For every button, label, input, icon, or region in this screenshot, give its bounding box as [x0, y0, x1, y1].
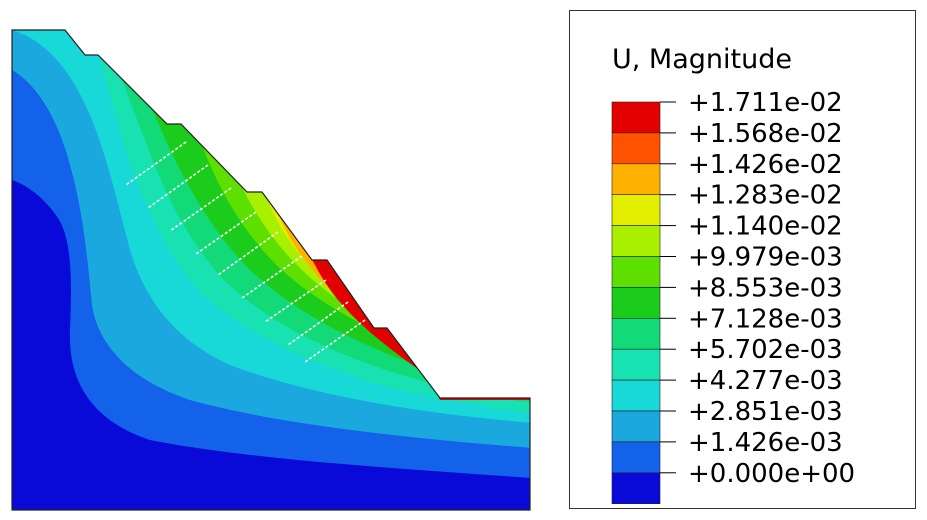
legend-label: +8.553e-03 [688, 273, 843, 303]
legend-swatch [611, 132, 661, 165]
legend-swatch [611, 441, 661, 474]
legend-label: +5.702e-03 [688, 335, 843, 365]
soil-nail [169, 187, 232, 232]
slope-outline [11, 29, 531, 511]
legend-swatch [611, 101, 661, 134]
soil-nail [287, 301, 349, 346]
legend-label: +1.140e-02 [688, 212, 843, 242]
legend-swatch [611, 410, 661, 443]
legend-swatch [611, 379, 661, 412]
legend-swatch [611, 194, 661, 226]
soil-nail [264, 279, 327, 323]
legend-label: +1.426e-03 [688, 428, 843, 458]
soil-nail [195, 211, 257, 255]
legend-swatch [611, 163, 661, 196]
legend-label: +1.426e-02 [688, 150, 843, 180]
displacement-contour-plot [11, 29, 531, 511]
legend-swatch [611, 317, 661, 350]
legend-swatch [611, 472, 661, 504]
legend-label: +0.000e+00 [688, 459, 855, 489]
legend-swatch [611, 348, 661, 381]
legend-swatch [611, 287, 661, 319]
soil-nails [125, 141, 366, 363]
legend-label: +1.568e-02 [688, 119, 843, 149]
legend-label: +4.277e-03 [688, 366, 843, 396]
legend-label: +2.851e-03 [688, 397, 843, 427]
legend-swatch [611, 256, 661, 288]
legend-title: U, Magnitude [612, 44, 792, 75]
legend-label: +7.128e-03 [688, 304, 843, 334]
legend-swatch [611, 225, 661, 257]
soil-nail [125, 141, 187, 186]
soil-nail [147, 164, 209, 209]
legend-label: +1.283e-02 [688, 181, 843, 211]
soil-nail [217, 231, 279, 276]
soil-nail [304, 319, 366, 363]
soil-nail [241, 255, 303, 299]
legend-label: +1.711e-02 [688, 88, 843, 118]
legend-label: +9.979e-03 [688, 243, 843, 273]
